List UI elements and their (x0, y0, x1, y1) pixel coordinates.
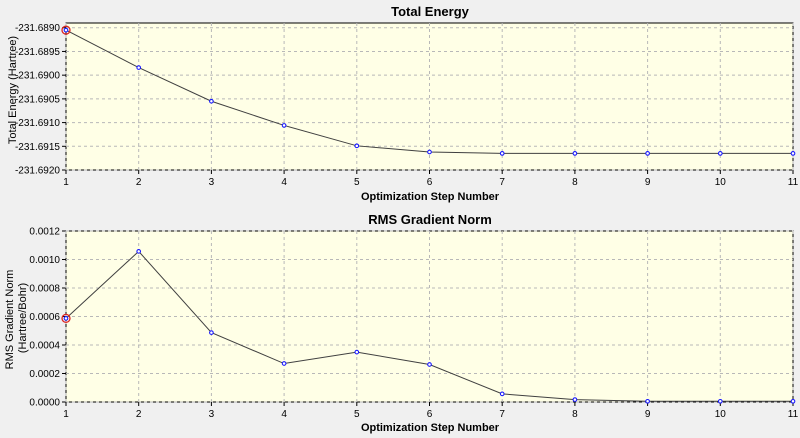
y-tick-label: 0.0006 (29, 312, 60, 323)
y-axis-label-line-1: RMS Gradient Norm (4, 270, 16, 370)
x-tick-label: 1 (63, 177, 69, 188)
chart-title: Total Energy (391, 4, 470, 19)
data-point (717, 151, 723, 156)
data-point (572, 151, 578, 156)
current-point-highlight (61, 313, 71, 324)
y-tick-label: -231.6890 (15, 23, 60, 34)
y-tick-label: 0.0008 (29, 284, 60, 295)
data-point (645, 398, 650, 404)
y-tick-label: -231.6905 (15, 94, 60, 105)
x-tick-label: 8 (572, 409, 578, 420)
x-tick-label: 1 (63, 409, 69, 420)
y-tick-label: -231.6900 (15, 71, 60, 82)
x-tick-label: 9 (645, 409, 651, 420)
y-tick-label: 0.0010 (29, 255, 60, 266)
y-tick-label: 0.0012 (29, 227, 60, 238)
data-point (790, 151, 796, 156)
x-tick-label: 7 (499, 409, 505, 420)
x-tick-label: 4 (281, 409, 287, 420)
data-point (499, 391, 505, 397)
x-axis-label: Optimization Step Number (361, 422, 500, 434)
x-tick-label: 2 (136, 177, 142, 188)
data-point (136, 65, 142, 70)
y-tick-label: -231.6920 (15, 166, 60, 177)
x-tick-label: 6 (427, 177, 433, 188)
y-tick-label: 0.0002 (29, 369, 60, 380)
y-axis-label-line-2: (Hartree/Bohr) (17, 283, 29, 353)
x-tick-label: 3 (209, 177, 215, 188)
chart-title: RMS Gradient Norm (368, 212, 492, 227)
y-axis-label: RMS Gradient Norm (Hartree/Bohr) (4, 267, 29, 370)
x-tick-label: 11 (788, 409, 799, 420)
x-tick-label: 11 (788, 177, 799, 188)
x-tick-label: 5 (354, 409, 360, 420)
y-tick-label: -231.6915 (15, 142, 60, 153)
data-point (63, 316, 69, 321)
data-point (499, 151, 505, 156)
data-point (209, 98, 214, 104)
y-tick-label: -231.6910 (15, 118, 60, 129)
total-energy-chart: Total Energy Optimization Step Number To… (7, 4, 799, 203)
y-tick-label: 0.0000 (29, 398, 60, 409)
data-point (645, 151, 650, 156)
data-point (209, 330, 214, 335)
data-point (281, 361, 287, 366)
data-point (354, 143, 360, 149)
data-point (427, 149, 432, 155)
x-tick-label: 2 (136, 409, 142, 420)
x-axis-label: Optimization Step Number (361, 191, 500, 203)
y-tick-label: -231.6895 (15, 47, 60, 58)
x-tick-label: 10 (715, 177, 727, 188)
x-tick-label: 3 (209, 409, 215, 420)
data-point (136, 249, 142, 254)
x-tick-label: 8 (572, 177, 578, 188)
data-point (354, 349, 360, 355)
data-point (63, 27, 69, 33)
x-tick-label: 7 (499, 177, 505, 188)
x-tick-label: 10 (715, 409, 727, 420)
data-point (572, 397, 578, 402)
data-point (717, 398, 723, 404)
x-tick-label: 4 (281, 177, 287, 188)
data-point (790, 398, 796, 404)
rms-gradient-chart: RMS Gradient Norm Optimization Step Numb… (4, 212, 799, 434)
x-tick-label: 9 (645, 177, 651, 188)
y-axis-label: Total Energy (Hartree) (7, 36, 19, 144)
x-tick-label: 5 (354, 177, 360, 188)
current-point-highlight (61, 25, 71, 35)
x-tick-label: 6 (427, 409, 433, 420)
data-point (281, 123, 287, 128)
y-tick-label: 0.0004 (29, 341, 60, 352)
data-point (427, 362, 432, 367)
